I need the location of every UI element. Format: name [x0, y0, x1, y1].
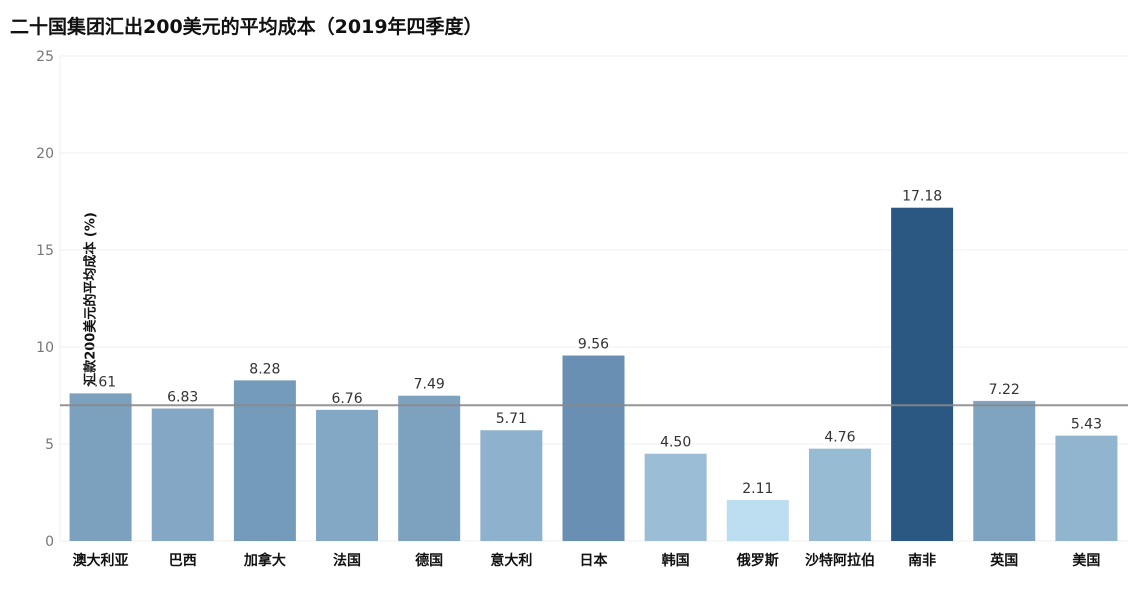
bar [1055, 435, 1118, 541]
data-label: 7.49 [414, 377, 445, 393]
bar [562, 355, 625, 541]
data-label: 5.43 [1071, 417, 1102, 433]
x-tick-label: 加拿大 [243, 552, 286, 569]
data-label: 7.22 [989, 382, 1020, 398]
y-tick-label: 0 [45, 534, 54, 550]
x-tick-label: 日本 [580, 552, 609, 569]
y-tick-label: 15 [36, 243, 54, 259]
data-label: 8.28 [249, 361, 280, 377]
data-label: 4.76 [824, 430, 855, 446]
x-tick-label: 德国 [415, 552, 443, 569]
y-tick-label: 5 [45, 437, 54, 453]
data-label: 5.71 [496, 411, 527, 427]
bar [233, 380, 296, 541]
bar [644, 453, 707, 541]
x-tick-label: 法国 [333, 552, 361, 569]
x-tick-label: 沙特阿拉伯 [805, 552, 875, 569]
bar [69, 393, 132, 541]
bar [316, 409, 379, 541]
data-label: 9.56 [578, 337, 609, 353]
y-tick-label: 20 [36, 146, 54, 162]
data-label: 2.11 [742, 481, 773, 497]
y-tick-label: 10 [36, 340, 54, 356]
bars [69, 207, 1118, 541]
data-label: 7.61 [85, 374, 116, 390]
data-label: 6.76 [331, 391, 362, 407]
data-label: 6.83 [167, 389, 198, 405]
chart-title: 二十国集团汇出200美元的平均成本（2019年四季度） [10, 16, 483, 38]
x-tick-label: 意大利 [490, 552, 532, 569]
labels: 0 5 10 15 20 25 7.61 澳大利亚 6.83 巴西 8.28 加拿大 6.76 法国 7.4… [36, 49, 1102, 569]
x-tick-label: 澳大利亚 [73, 552, 129, 569]
data-label: 17.18 [902, 189, 942, 205]
x-tick-label: 韩国 [662, 552, 690, 569]
bar [151, 408, 214, 541]
bar [973, 400, 1036, 541]
bar [808, 448, 871, 541]
bar [891, 207, 954, 541]
x-tick-label: 英国 [989, 552, 1018, 569]
x-tick-label: 美国 [1072, 552, 1100, 569]
bar [726, 500, 789, 541]
bar [480, 430, 543, 541]
x-tick-label: 俄罗斯 [736, 552, 779, 569]
x-tick-label: 巴西 [169, 553, 197, 569]
data-label: 4.50 [660, 435, 691, 451]
y-tick-label: 25 [36, 49, 54, 65]
bar [398, 395, 461, 541]
x-tick-label: 南非 [908, 552, 936, 569]
